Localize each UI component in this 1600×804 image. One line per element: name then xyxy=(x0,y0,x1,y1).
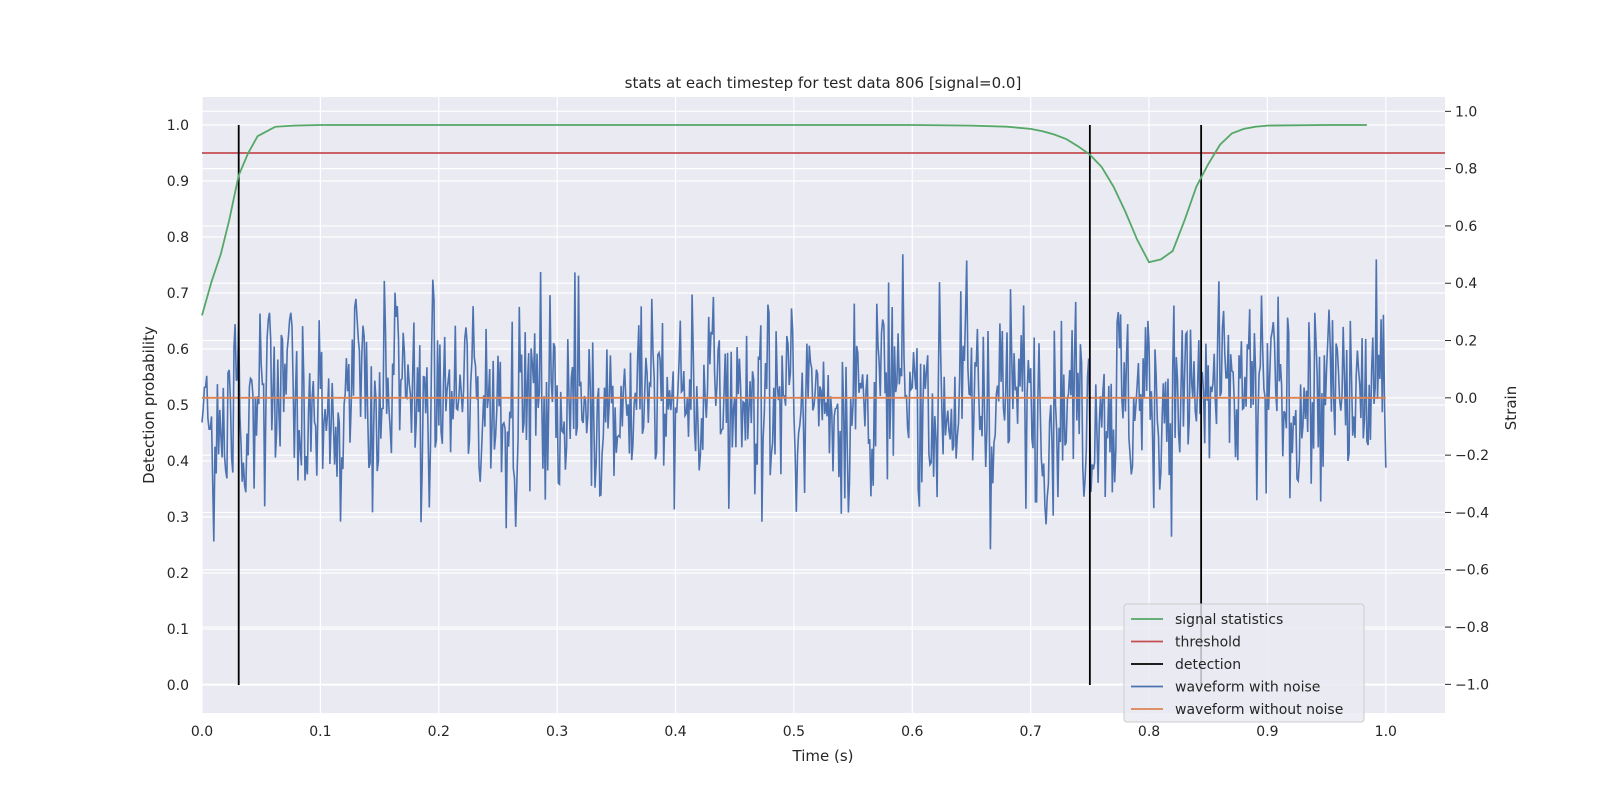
y-tick-label-right: 1.0 xyxy=(1455,104,1477,120)
y-tick-label-right: 0.0 xyxy=(1455,391,1477,407)
y-tick-label-right: −0.8 xyxy=(1455,620,1489,636)
x-tick-label: 0.2 xyxy=(428,724,450,740)
y-axis-label-left: Detection probability xyxy=(140,326,158,484)
y-tick-label-right: 0.2 xyxy=(1455,334,1477,350)
legend-label: detection xyxy=(1175,657,1241,673)
axes: 0.0 0.1 0.2 0.3 0.4 0.5 0.6 0.7 0.8 0.9 1.0 0.0 0.1 0… xyxy=(167,104,1489,740)
x-tick-label: 0.9 xyxy=(1256,724,1278,740)
legend-label: signal statistics xyxy=(1175,612,1283,628)
y-tick-label-right: −0.2 xyxy=(1455,448,1489,464)
legend-label: threshold xyxy=(1175,635,1241,651)
y-tick-label-left: 0.1 xyxy=(167,622,189,638)
x-tick-label: 0.0 xyxy=(191,724,213,740)
x-tick-label: 0.6 xyxy=(901,724,923,740)
legend-label: waveform without noise xyxy=(1175,702,1343,718)
y-tick-label-left: 0.7 xyxy=(167,286,189,302)
y-axis-label-right: Strain xyxy=(1502,386,1520,430)
series-layer xyxy=(201,124,1445,685)
chart-title: stats at each timestep for test data 806… xyxy=(625,74,1022,92)
y-tick-label-right: −0.6 xyxy=(1455,563,1489,579)
x-axis-label: Time (s) xyxy=(792,747,854,765)
y-tick-label-left: 0.2 xyxy=(167,566,189,582)
x-tick-label: 0.8 xyxy=(1138,724,1160,740)
x-tick-label: 0.5 xyxy=(783,724,805,740)
y-tick-label-left: 0.0 xyxy=(167,678,189,694)
series-waveform-with-noise xyxy=(201,254,1387,550)
x-tick-label: 0.1 xyxy=(309,724,331,740)
series-signal-statistics xyxy=(201,124,1367,316)
x-tick-label: 1.0 xyxy=(1375,724,1397,740)
y-tick-label-left: 0.8 xyxy=(167,230,189,246)
y-tick-label-left: 0.5 xyxy=(167,398,189,414)
y-tick-label-left: 0.4 xyxy=(167,454,189,470)
y-tick-label-left: 0.6 xyxy=(167,342,189,358)
y-tick-label-left: 1.0 xyxy=(167,118,189,134)
legend: signal statistics threshold detection wavef… xyxy=(1123,603,1365,723)
y-tick-label-right: −1.0 xyxy=(1455,677,1489,693)
y-tick-label-left: 0.9 xyxy=(167,174,189,190)
y-tick-label-left: 0.3 xyxy=(167,510,189,526)
y-tick-label-right: 0.4 xyxy=(1455,276,1477,292)
x-tick-label: 0.7 xyxy=(1020,724,1042,740)
y-tick-label-right: 0.8 xyxy=(1455,162,1477,178)
y-tick-label-right: 0.6 xyxy=(1455,219,1477,235)
legend-box xyxy=(1123,603,1365,723)
x-tick-label: 0.3 xyxy=(546,724,568,740)
y-tick-label-right: −0.4 xyxy=(1455,505,1489,521)
x-tick-label: 0.4 xyxy=(664,724,686,740)
legend-label: waveform with noise xyxy=(1175,680,1320,696)
